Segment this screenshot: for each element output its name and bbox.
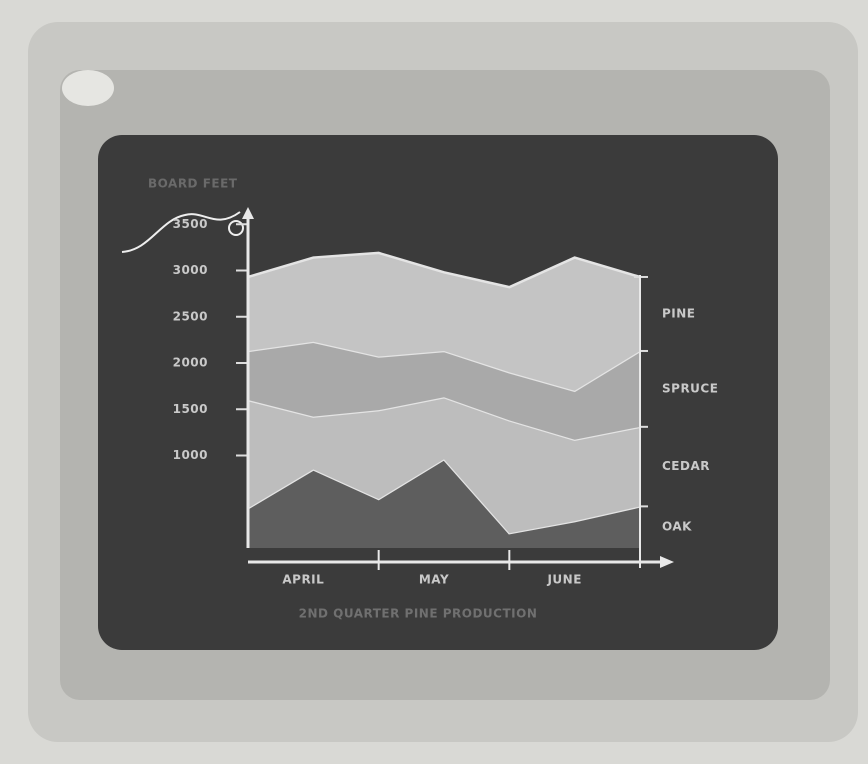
chart-title: BOARD FEET <box>148 177 238 191</box>
x-tick-label: JUNE <box>546 573 581 587</box>
legend-label: OAK <box>662 520 692 534</box>
y-tick-label: 2500 <box>173 309 208 323</box>
x-tick-label: APRIL <box>282 573 324 587</box>
legend-label: PINE <box>662 306 696 320</box>
x-tick-label: MAY <box>419 573 449 587</box>
legend-label: SPRUCE <box>662 381 718 395</box>
logo-badge <box>62 70 114 106</box>
y-tick-label: 1500 <box>173 402 208 416</box>
y-tick-label: 3000 <box>173 263 208 277</box>
y-tick-label: 3500 <box>173 217 208 231</box>
chart-caption: 2ND QUARTER PINE PRODUCTION <box>299 607 538 621</box>
y-tick-label: 1000 <box>173 448 208 462</box>
legend-label: CEDAR <box>662 459 710 473</box>
page: {"chart_data": {"type": "stacked-area", … <box>0 0 868 760</box>
monitor-photo: BOARD FEET 2ND QUARTER PINE PRODUCTION O… <box>0 0 868 760</box>
y-tick-label: 2000 <box>173 356 208 370</box>
